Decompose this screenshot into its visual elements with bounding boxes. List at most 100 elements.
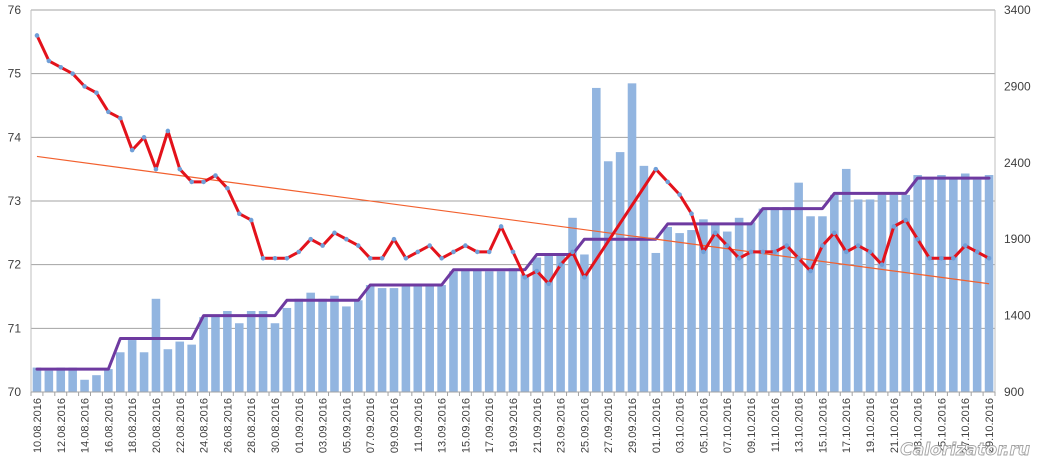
line-point (201, 179, 206, 185)
x-tick-label: 19.10.2016 (865, 398, 877, 453)
x-tick-label: 10.08.2016 (32, 398, 44, 453)
line-point (558, 262, 563, 267)
bar (56, 367, 66, 392)
bar (651, 252, 661, 392)
bar (139, 352, 149, 392)
x-tick-label: 30.08.2016 (270, 398, 282, 453)
bar (187, 344, 196, 392)
x-tick-label: 05.10.2016 (698, 398, 710, 453)
x-tick-label: 20.08.2016 (151, 398, 163, 453)
bar (544, 256, 553, 392)
line-point (58, 65, 64, 70)
line-point (796, 255, 801, 261)
trend-line-group (36, 155, 990, 285)
line-point (439, 255, 444, 261)
line-point (141, 135, 147, 140)
y-left-tick-label: 76 (8, 3, 22, 17)
bar (758, 208, 768, 392)
line-point (760, 249, 766, 255)
bar (782, 207, 792, 392)
bar (960, 173, 970, 392)
bar (223, 311, 232, 392)
x-tick-label: 03.09.2016 (318, 398, 330, 453)
x-tick-label: 13.10.2016 (794, 398, 806, 453)
y-right-tick-label: 1900 (1004, 232, 1031, 246)
line-point (272, 255, 278, 261)
line-point (546, 281, 552, 287)
bar (794, 182, 803, 392)
line-point (724, 243, 730, 248)
bar (532, 257, 542, 392)
bar (449, 271, 458, 392)
bar (80, 379, 89, 392)
line-point (46, 58, 52, 64)
bar (901, 194, 911, 392)
bar (473, 269, 482, 392)
x-tick-label: 27.10.2016 (960, 398, 972, 453)
bar-series (32, 83, 994, 393)
line-point (772, 249, 778, 255)
bar (306, 292, 315, 392)
line-point (106, 109, 111, 115)
bar (389, 288, 399, 392)
bar (127, 340, 137, 392)
line-point (427, 243, 432, 248)
y-right-tick-label: 2900 (1004, 79, 1031, 93)
red-line-series (34, 33, 992, 287)
x-tick-label: 03.10.2016 (675, 398, 687, 453)
line-point (820, 243, 825, 248)
line-point (248, 217, 254, 223)
line-point (82, 84, 87, 89)
line-point (486, 249, 492, 255)
line-point (582, 275, 587, 280)
bar (937, 175, 946, 392)
purple-line-series (35, 176, 991, 371)
bar (282, 307, 292, 392)
line-point (855, 243, 861, 248)
x-tick-label: 22.08.2016 (175, 398, 187, 453)
bar (603, 161, 613, 392)
line-point (391, 236, 397, 242)
bar (377, 288, 387, 392)
line-point (891, 224, 897, 229)
bar (949, 178, 958, 392)
bar (211, 315, 220, 392)
line-point (713, 230, 718, 236)
line-point (153, 166, 159, 172)
x-tick-label: 16.08.2016 (103, 398, 115, 453)
line-point (689, 211, 694, 217)
trend-line (36, 155, 990, 285)
axes: 70 71 72 73 74 75 76 900 1400 1900 2400 2900 3400 10.… (8, 3, 1031, 453)
bar (913, 175, 922, 392)
x-tick-label: 23.09.2016 (556, 398, 568, 453)
bar (615, 152, 625, 392)
purple-line (35, 176, 991, 371)
line-point (94, 90, 99, 96)
x-tick-label: 12.08.2016 (56, 398, 68, 453)
bar (461, 269, 470, 392)
bar (889, 194, 899, 392)
bar (520, 274, 530, 392)
line-point (748, 249, 754, 255)
x-tick-label: 25.10.2016 (936, 398, 948, 453)
x-tick-label: 07.09.2016 (365, 398, 377, 453)
line-point (34, 33, 40, 38)
y-right-tick-label: 3400 (1004, 3, 1031, 17)
x-tick-label: 21.10.2016 (889, 398, 901, 453)
x-tick-label: 14.08.2016 (80, 398, 92, 453)
x-tick-label: 07.10.2016 (722, 398, 734, 453)
line-point (213, 173, 218, 178)
y-left-tick-label: 74 (8, 130, 22, 144)
line-point (927, 255, 932, 261)
x-tick-label: 24.08.2016 (199, 398, 211, 453)
bar (151, 298, 161, 392)
bar (865, 199, 875, 392)
bar (746, 222, 756, 392)
x-tick-label: 01.10.2016 (651, 398, 663, 453)
x-tick-label: 27.09.2016 (603, 398, 615, 453)
bar (484, 271, 494, 392)
line-point (70, 71, 75, 76)
bar (972, 179, 982, 392)
